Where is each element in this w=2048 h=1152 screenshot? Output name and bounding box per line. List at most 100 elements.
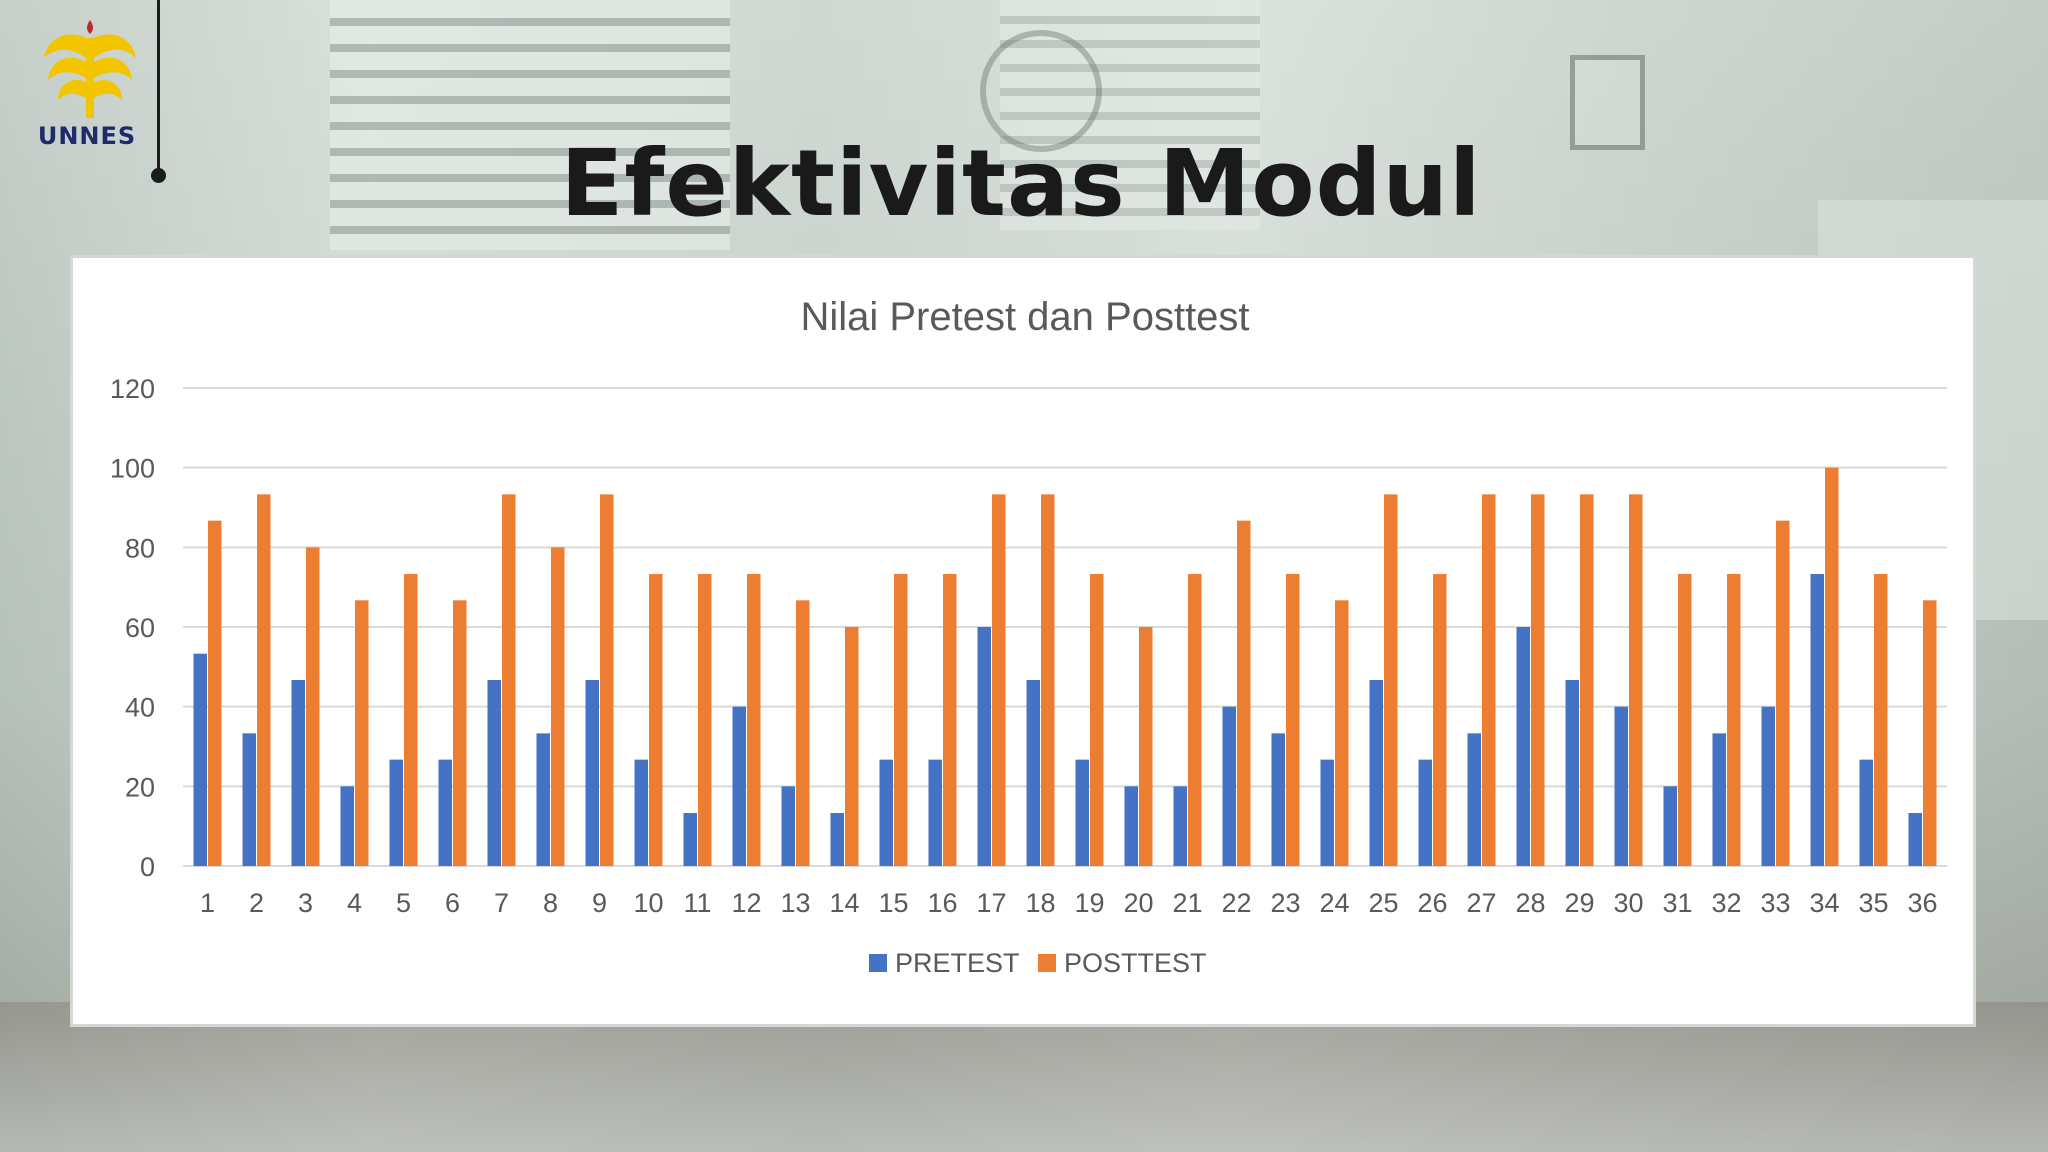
x-tick-label: 20 [1123, 888, 1153, 918]
posttest-bar-27 [1482, 494, 1496, 866]
y-tick-label: 80 [125, 533, 155, 563]
pretest-bar-24 [1320, 759, 1334, 866]
posttest-bar-35 [1874, 574, 1888, 866]
x-tick-label: 6 [445, 888, 460, 918]
pretest-bar-31 [1663, 786, 1677, 866]
pretest-bar-8 [536, 733, 550, 866]
y-tick-label: 100 [110, 454, 155, 484]
pretest-bar-30 [1614, 706, 1628, 866]
y-tick-label: 120 [110, 374, 155, 404]
pretest-bar-28 [1516, 627, 1530, 866]
x-tick-label: 33 [1760, 888, 1790, 918]
pretest-bar-12 [732, 706, 746, 866]
x-tick-label: 9 [592, 888, 607, 918]
x-tick-label: 3 [298, 888, 313, 918]
x-tick-label: 22 [1221, 888, 1251, 918]
posttest-bar-32 [1727, 574, 1741, 866]
x-axis-ticks: 1 2 3 4 5 6 7 8 9 10 11 12 13 14 15 16 17 18 19 20 21 22 23 24 2… [200, 888, 1938, 918]
posttest-bar-9 [600, 494, 614, 866]
x-tick-label: 29 [1564, 888, 1594, 918]
pretest-bar-10 [634, 759, 648, 866]
posttest-bar-31 [1678, 574, 1692, 866]
x-tick-label: 35 [1858, 888, 1888, 918]
logo-text: UNNES [37, 122, 137, 150]
pretest-bar-13 [781, 786, 795, 866]
x-tick-label: 19 [1074, 888, 1104, 918]
pretest-bar-15 [879, 759, 893, 866]
gridlines [183, 387, 1947, 867]
pretest-bar-21 [1173, 786, 1187, 866]
pretest-bar-4 [340, 786, 354, 866]
posttest-bar-24 [1335, 600, 1349, 866]
x-tick-label: 16 [927, 888, 957, 918]
pretest-bar-16 [928, 759, 942, 866]
chart-panel: Nilai Pretest dan Posttest 0 20 40 60 80 100 1… [70, 255, 1976, 1027]
posttest-bar-18 [1041, 494, 1055, 866]
posttest-bar-10 [649, 574, 663, 866]
x-tick-label: 27 [1466, 888, 1496, 918]
pretest-bar-14 [830, 813, 844, 866]
y-tick-label: 40 [125, 693, 155, 723]
x-tick-label: 14 [829, 888, 859, 918]
pretest-bar-26 [1418, 759, 1432, 866]
pretest-bar-3 [291, 679, 305, 866]
x-tick-label: 15 [878, 888, 908, 918]
pretest-bar-1 [193, 653, 207, 866]
pretest-bar-32 [1712, 733, 1726, 866]
pretest-legend-label: PRETEST [895, 948, 1020, 978]
pretest-bar-2 [242, 733, 256, 866]
posttest-bar-1 [208, 520, 222, 866]
x-tick-label: 18 [1025, 888, 1055, 918]
pretest-bar-35 [1859, 759, 1873, 866]
pretest-bar-11 [683, 813, 697, 866]
pretest-bar-5 [389, 759, 403, 866]
x-tick-label: 12 [731, 888, 761, 918]
posttest-bar-22 [1237, 520, 1251, 866]
background-floor [0, 1002, 2048, 1152]
background-fan [980, 30, 1102, 152]
posttest-legend-swatch [1038, 954, 1056, 972]
bars [193, 467, 1937, 866]
x-tick-label: 26 [1417, 888, 1447, 918]
pretest-bar-6 [438, 759, 452, 866]
x-tick-label: 28 [1515, 888, 1545, 918]
pretest-bar-18 [1026, 679, 1040, 866]
unnes-emblem-icon [44, 20, 136, 118]
background-picture-frame [1570, 55, 1645, 150]
x-tick-label: 10 [633, 888, 663, 918]
posttest-bar-21 [1188, 574, 1202, 866]
x-tick-label: 32 [1711, 888, 1741, 918]
posttest-bar-6 [453, 600, 467, 866]
posttest-bar-14 [845, 627, 859, 866]
posttest-bar-2 [257, 494, 271, 866]
unnes-logo: UNNES [32, 18, 142, 158]
posttest-bar-28 [1531, 494, 1545, 866]
posttest-bar-8 [551, 547, 565, 866]
posttest-bar-5 [404, 574, 418, 866]
slide-title: Efektivitas Modul [560, 130, 1482, 237]
posttest-bar-12 [747, 574, 761, 866]
x-tick-label: 23 [1270, 888, 1300, 918]
posttest-bar-15 [894, 574, 908, 866]
posttest-bar-36 [1923, 600, 1937, 866]
x-tick-label: 34 [1809, 888, 1839, 918]
header-line-dot [151, 168, 166, 183]
background-window [330, 0, 730, 250]
x-tick-label: 30 [1613, 888, 1643, 918]
posttest-bar-3 [306, 547, 320, 866]
x-tick-label: 4 [347, 888, 362, 918]
posttest-bar-29 [1580, 494, 1594, 866]
pretest-bar-7 [487, 679, 501, 866]
x-tick-label: 21 [1172, 888, 1202, 918]
y-tick-label: 20 [125, 772, 155, 802]
posttest-bar-11 [698, 574, 712, 866]
pretest-bar-23 [1271, 733, 1285, 866]
y-tick-label: 60 [125, 613, 155, 643]
posttest-bar-26 [1433, 574, 1447, 866]
pretest-bar-17 [977, 627, 991, 866]
posttest-bar-17 [992, 494, 1006, 866]
pretest-bar-20 [1124, 786, 1138, 866]
posttest-bar-23 [1286, 574, 1300, 866]
posttest-bar-7 [502, 494, 516, 866]
posttest-bar-13 [796, 600, 810, 866]
